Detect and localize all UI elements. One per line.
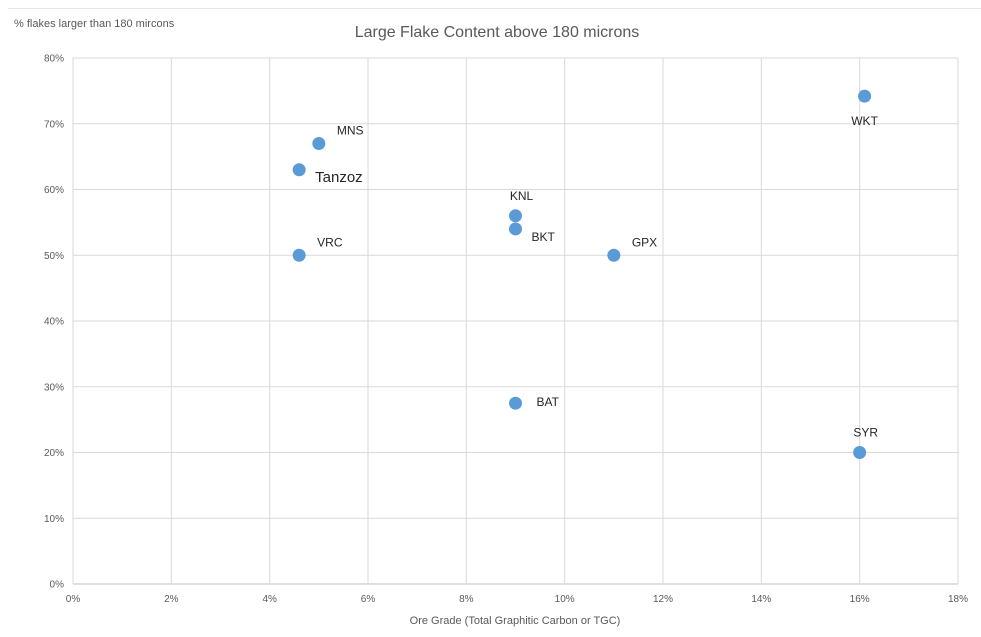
y-tick-label: 10% (44, 514, 64, 525)
data-label: GPX (632, 235, 657, 249)
y-tick-label: 50% (44, 251, 64, 262)
x-tick-label: 12% (653, 594, 673, 605)
x-axis-label: Ore Grade (Total Graphitic Carbon or TGC… (410, 615, 621, 627)
data-point (853, 446, 867, 459)
data-label: VRC (317, 235, 343, 249)
x-tick-label: 4% (262, 594, 277, 605)
data-point (509, 209, 522, 223)
y-tick-label: 40% (44, 317, 64, 328)
y-tick-label: 30% (44, 382, 64, 393)
data-label: WKT (851, 114, 878, 128)
frame-top-border (8, 8, 981, 9)
y-tick-label: 20% (44, 448, 64, 459)
data-point (292, 248, 306, 262)
data-points (292, 89, 872, 459)
x-tick-label: 8% (459, 594, 474, 605)
data-point (292, 163, 306, 177)
chart-title: Large Flake Content above 180 microns (355, 24, 640, 41)
data-point (312, 136, 326, 150)
data-label: BAT (537, 395, 560, 409)
data-label: BKT (532, 230, 556, 244)
x-tick-label: 16% (850, 594, 870, 605)
y-tick-label: 80% (44, 54, 64, 65)
grid (72, 57, 959, 585)
data-label: MNS (337, 123, 364, 137)
data-point (509, 396, 522, 410)
y-tick-label: 70% (44, 119, 64, 130)
data-label: KNL (510, 189, 534, 203)
data-point (607, 248, 621, 262)
x-tick-label: 6% (361, 594, 376, 605)
x-tick-label: 10% (555, 594, 575, 605)
y-tick-label: 0% (50, 580, 65, 591)
tick-labels: 0% 10% 20% 30% 40% 50% 60% 70% 80% 0% 2% 4% 6% 8% 10% 1… (44, 54, 968, 606)
x-tick-label: 14% (751, 594, 771, 605)
y-tick-label: 60% (44, 185, 64, 196)
x-tick-label: 2% (164, 594, 179, 605)
x-tick-label: 0% (66, 594, 81, 605)
data-point (858, 89, 872, 103)
y-axis-label: % flakes larger than 180 mircons (14, 18, 175, 30)
data-point (509, 222, 522, 236)
x-tick-label: 18% (948, 594, 968, 605)
data-label: SYR (853, 426, 878, 440)
data-labels: MNS Tanzoz VRC KNL BKT GPX BAT WKT SYR (315, 114, 878, 439)
data-label: Tanzoz (315, 169, 363, 186)
